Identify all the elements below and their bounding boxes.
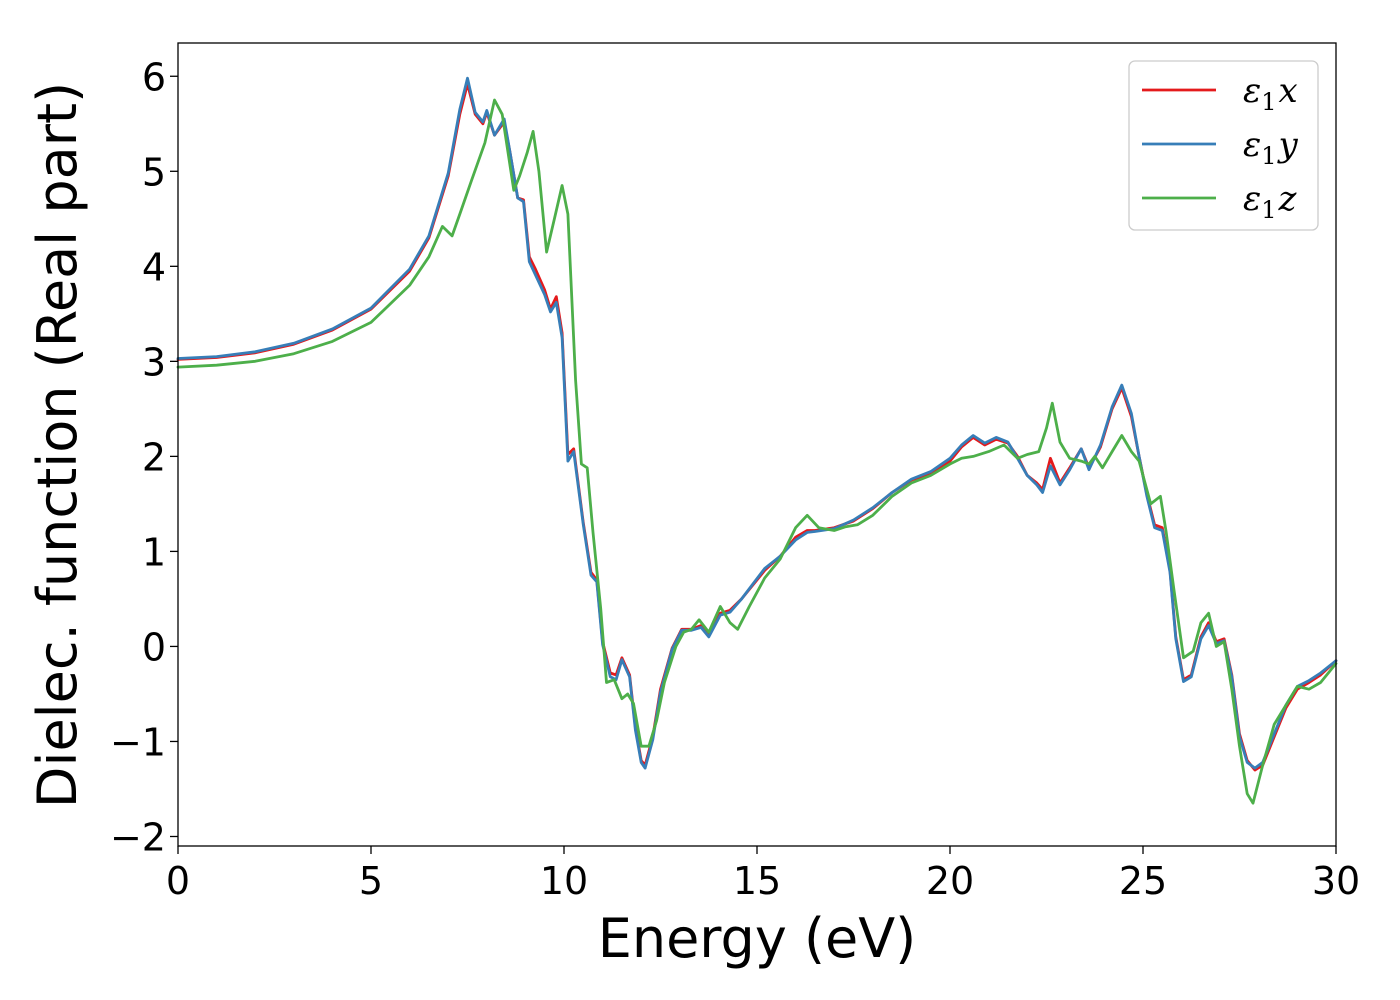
y-tick-label: 6 (142, 55, 166, 99)
x-tick-label: 0 (166, 859, 190, 903)
legend-label-y: ε1y (1243, 125, 1299, 170)
x-axis-label: Energy (eV) (598, 907, 917, 970)
series-line-z (176, 98, 1338, 805)
y-tick-label: −1 (110, 720, 166, 764)
y-tick-label: 5 (142, 150, 166, 194)
legend-box (1128, 60, 1319, 231)
x-tick-label: 5 (359, 859, 383, 903)
y-axis-label: Dielec. function (Real part) (26, 82, 89, 808)
legend: ε1x ε1y ε1z (1128, 60, 1319, 231)
y-tick-label: 0 (142, 625, 166, 669)
x-tick-label: 30 (1312, 859, 1360, 903)
y-tick-label: −2 (110, 815, 166, 859)
legend-label-x: ε1x (1243, 71, 1298, 116)
x-tick-label: 20 (926, 859, 974, 903)
legend-label-z: ε1z (1243, 179, 1298, 224)
series-line-y (176, 76, 1338, 770)
x-axis-ticks: 0 5 10 15 20 25 30 (166, 846, 1360, 903)
x-tick-label: 15 (733, 859, 781, 903)
y-tick-label: 1 (142, 530, 166, 574)
y-axis-ticks: −2 −1 0 1 2 3 4 5 6 (110, 55, 178, 859)
series-lines (176, 76, 1338, 805)
y-tick-label: 3 (142, 340, 166, 384)
y-tick-label: 4 (142, 245, 166, 289)
x-tick-label: 25 (1119, 859, 1167, 903)
y-tick-label: 2 (142, 435, 166, 479)
x-tick-label: 10 (540, 859, 588, 903)
